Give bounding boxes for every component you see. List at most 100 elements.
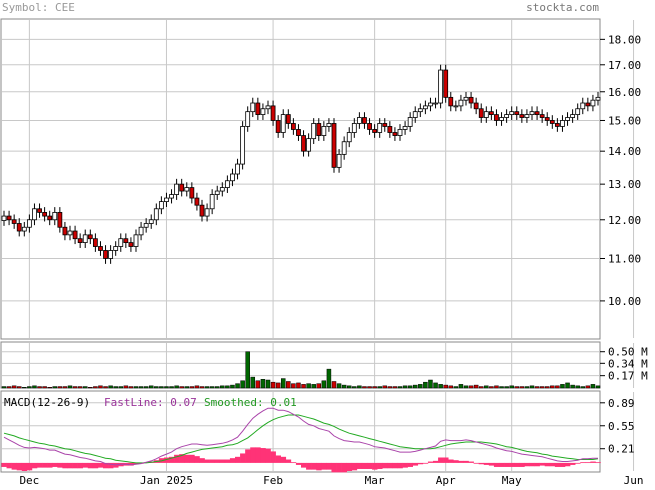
macd-histogram-bar — [387, 462, 393, 469]
volume-bar — [458, 384, 464, 389]
volume-panel-frame — [0, 341, 601, 389]
volume-bar — [585, 385, 591, 389]
macd-histogram-bar — [26, 462, 33, 471]
macd-histogram-bar — [1, 462, 7, 467]
volume-bar — [544, 386, 550, 389]
macd-histogram-bar — [6, 462, 12, 469]
volume-bar — [11, 385, 17, 389]
macd-histogram-bar — [77, 462, 83, 469]
volume-bar — [123, 385, 129, 389]
macd-plot — [1, 407, 601, 473]
candle-up — [113, 246, 119, 251]
macd-histogram-bar — [448, 459, 454, 463]
macd-histogram-bar — [595, 462, 601, 464]
volume-bar — [82, 386, 88, 389]
candle-up — [280, 114, 286, 133]
macd-histogram-bar — [488, 462, 495, 466]
macd-histogram-bar — [47, 462, 53, 468]
volume-bar — [265, 379, 271, 389]
volume-bar — [88, 387, 93, 389]
volume-bar — [326, 368, 332, 389]
macd-histogram-bar — [21, 462, 28, 471]
candle-down — [478, 108, 484, 118]
volume-bar — [143, 386, 149, 389]
candle-down — [549, 120, 555, 124]
volume-bar — [539, 386, 545, 389]
price-panel-frame — [0, 18, 601, 340]
volume-bar — [499, 386, 504, 389]
macd-histogram-bar — [194, 456, 200, 463]
candle-down — [6, 215, 12, 221]
price-tick-label: 16.00 — [608, 86, 641, 99]
candle-up — [341, 141, 347, 155]
candle-up — [108, 250, 114, 259]
candle-up — [250, 102, 256, 113]
macd-histogram-bar — [407, 462, 413, 467]
candle-up — [326, 123, 332, 127]
candle-down — [443, 69, 449, 98]
volume-bar — [57, 386, 63, 389]
macd-histogram-bar — [275, 455, 281, 463]
volume-bar — [362, 386, 367, 389]
volume-bar — [204, 386, 210, 389]
volume-bar — [230, 384, 235, 389]
volume-bars — [1, 351, 601, 389]
macd-histogram-bar — [219, 459, 226, 463]
x-tick-label: Dec — [19, 474, 39, 486]
volume-bar — [184, 386, 190, 389]
candle-down — [11, 219, 17, 224]
macd-histogram-bar — [92, 462, 99, 469]
macd-histogram-bar — [463, 460, 469, 463]
macd-histogram-bar — [427, 461, 434, 463]
volume-bar — [392, 386, 398, 389]
volume-bar — [352, 386, 357, 389]
candle-down — [585, 102, 591, 107]
volume-bar — [296, 382, 301, 389]
macd-histogram-bar — [316, 462, 322, 471]
volume-bar — [225, 385, 230, 389]
volume-bar — [524, 386, 530, 389]
volume-bar — [514, 386, 520, 389]
volume-bar — [77, 386, 83, 389]
macd-histogram-bar — [311, 462, 317, 470]
candle-down — [514, 111, 520, 115]
volume-bar — [209, 386, 215, 389]
volume-bar — [280, 378, 286, 389]
candle-up — [504, 114, 510, 118]
volume-bar — [133, 386, 139, 389]
macd-histogram-bar — [493, 462, 500, 467]
volume-bar — [286, 381, 291, 389]
volume-bar — [402, 385, 408, 389]
candle-up — [240, 126, 246, 165]
candle-down — [16, 223, 22, 232]
macd-histogram-bar — [301, 462, 307, 468]
candle-up — [153, 208, 159, 221]
candle-up — [565, 117, 570, 121]
macd-histogram-bar — [37, 462, 43, 468]
macd-tick-label: 0.89 — [608, 397, 635, 410]
volume-bar — [453, 386, 459, 389]
candle-down — [539, 114, 545, 118]
candle-up — [82, 234, 88, 243]
candle-up — [463, 96, 469, 101]
candle-up — [580, 102, 586, 110]
candle-down — [331, 123, 337, 168]
candle-down — [189, 187, 195, 199]
volume-bar — [301, 384, 306, 389]
candle-up — [306, 138, 312, 152]
volume-bar — [189, 386, 195, 389]
candle-up — [422, 105, 428, 110]
macd-histogram-bar — [16, 462, 23, 471]
candle-down — [285, 114, 291, 124]
candle-down — [47, 215, 53, 221]
candle-up — [483, 111, 489, 118]
macd-histogram-bar — [549, 462, 556, 467]
candle-up — [164, 197, 169, 203]
candle-up — [148, 219, 154, 224]
volume-bar — [438, 384, 443, 389]
candle-up — [499, 117, 504, 121]
candle-down — [448, 96, 454, 107]
volume-bar — [478, 386, 484, 389]
candle-up — [52, 212, 58, 221]
